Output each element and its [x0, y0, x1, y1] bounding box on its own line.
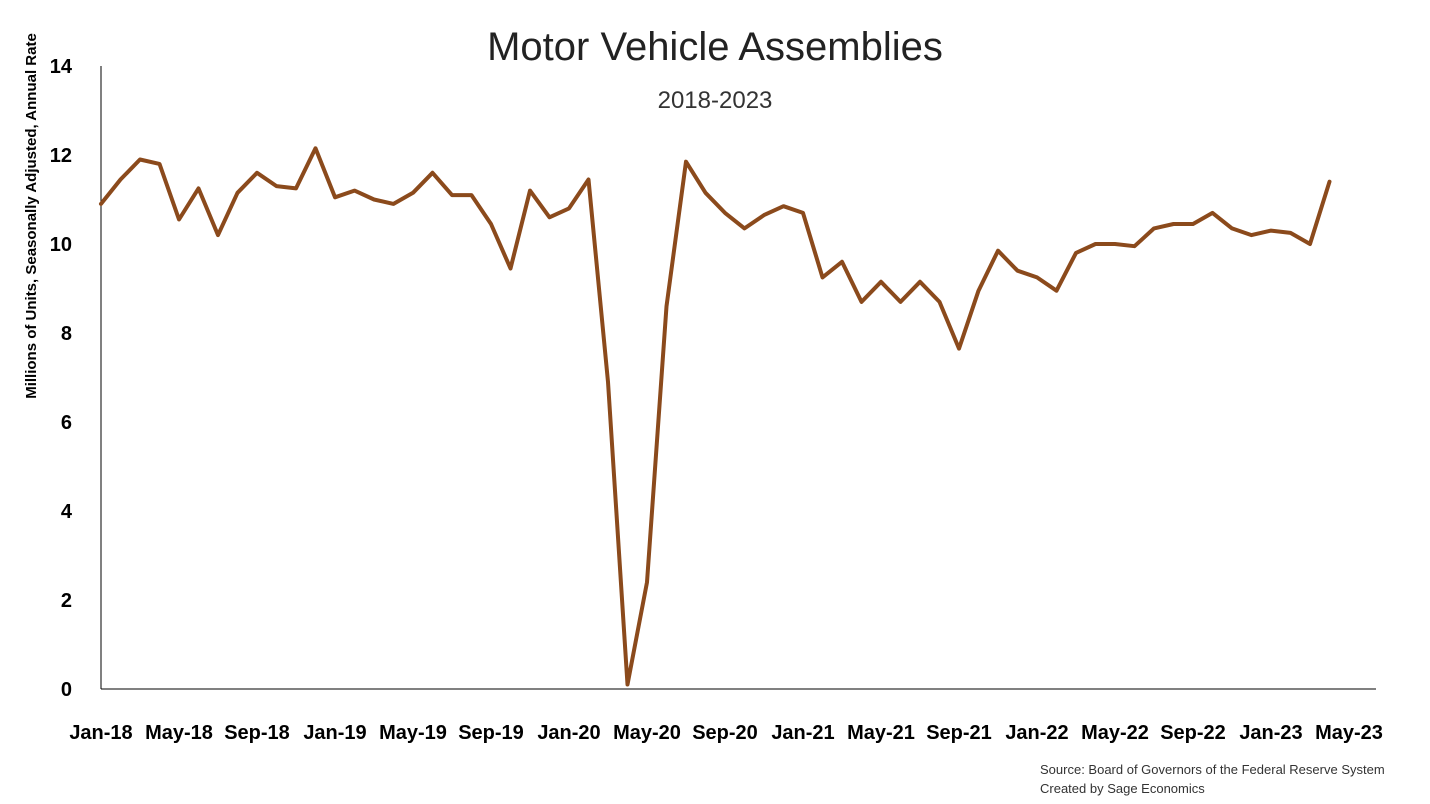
x-tick-label: Jan-22 — [1005, 722, 1068, 744]
y-axis-label: Millions of Units, Seasonally Adjusted, … — [23, 33, 40, 399]
x-tick-label: May-22 — [1081, 722, 1149, 744]
y-tick-label: 2 — [61, 590, 72, 612]
y-tick-label: 0 — [61, 679, 72, 701]
y-tick-label: 10 — [50, 234, 72, 256]
x-axis-ticks: Jan-18 May-18 Sep-18 Jan-19 May-19 Sep-19 Jan-… — [69, 722, 1383, 744]
x-tick-label: Sep-21 — [926, 722, 992, 744]
chart-subtitle: 2018-2023 — [658, 87, 773, 114]
y-axis-ticks: 0 2 4 6 8 10 12 14 — [50, 56, 73, 701]
x-tick-label: May-19 — [379, 722, 447, 744]
x-tick-label: Jan-19 — [303, 722, 366, 744]
y-tick-label: 12 — [50, 145, 72, 167]
x-tick-label: May-21 — [847, 722, 915, 744]
x-tick-label: Sep-20 — [692, 722, 758, 744]
source-note: Source: Board of Governors of the Federa… — [1040, 762, 1385, 777]
y-tick-label: 4 — [61, 501, 73, 523]
credit-note: Created by Sage Economics — [1040, 781, 1205, 796]
x-tick-label: Jan-18 — [69, 722, 132, 744]
x-tick-label: Jan-20 — [537, 722, 600, 744]
x-tick-label: Sep-19 — [458, 722, 524, 744]
series-layer — [99, 146, 1332, 687]
series-line — [99, 146, 1332, 687]
x-tick-label: Jan-23 — [1239, 722, 1302, 744]
x-tick-label: May-23 — [1315, 722, 1383, 744]
chart-title: Motor Vehicle Assemblies — [487, 25, 943, 69]
y-tick-label: 8 — [61, 323, 72, 345]
y-tick-label: 14 — [50, 56, 73, 78]
x-tick-label: May-20 — [613, 722, 681, 744]
x-tick-label: Jan-21 — [771, 722, 834, 744]
x-tick-label: Sep-18 — [224, 722, 290, 744]
x-tick-label: Sep-22 — [1160, 722, 1226, 744]
x-tick-label: May-18 — [145, 722, 213, 744]
y-tick-label: 6 — [61, 412, 72, 434]
